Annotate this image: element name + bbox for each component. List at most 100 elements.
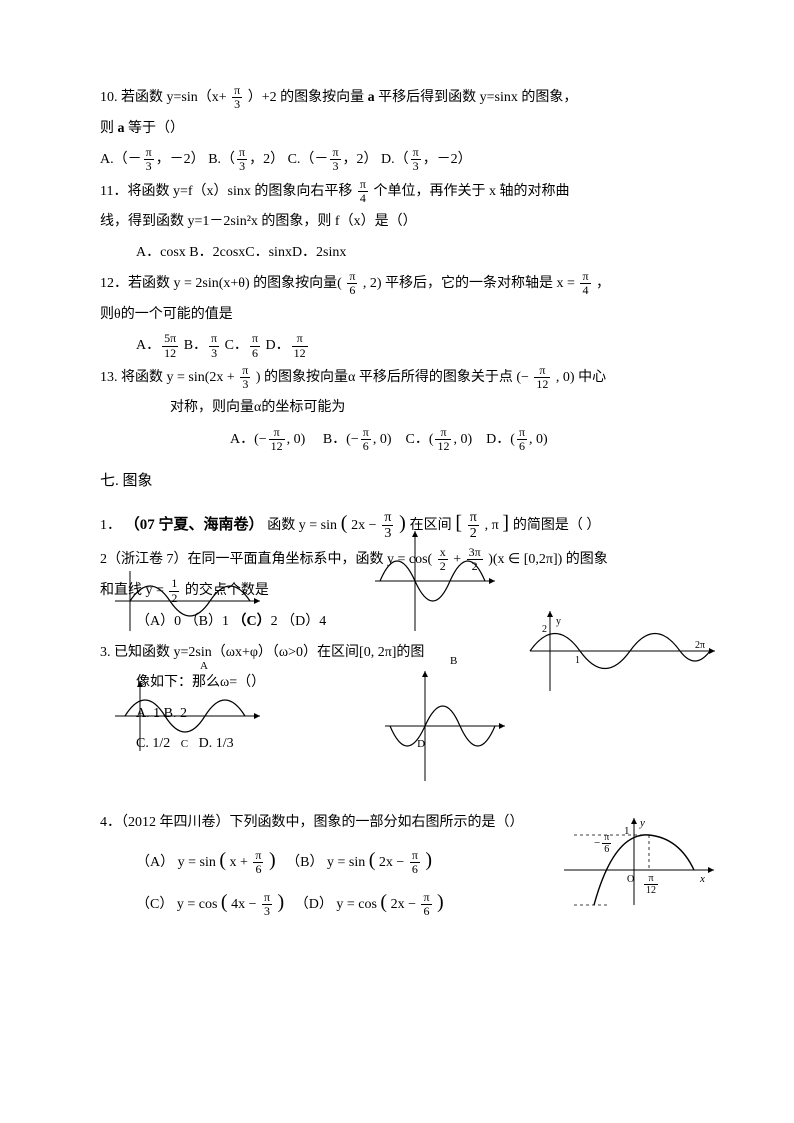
- q11-text-a: 11．将函数 y=f（x）sinx 的图象向右平移: [100, 184, 352, 199]
- frac-pi3: π3: [232, 84, 242, 111]
- q11-frac-pi4: π4: [358, 178, 368, 205]
- q11-line1: 11．将函数 y=f（x）sinx 的图象向右平移 π4 个单位，再作关于 x …: [100, 178, 694, 206]
- q7-4-graph-neg: −: [594, 837, 600, 849]
- q7-4-graph-pi12: π12: [642, 872, 660, 899]
- q7-4-graph-negpi6: −π6: [594, 832, 613, 855]
- q7-2-optB: （B）1: [185, 614, 229, 629]
- q7-4-optD-a: （D） y = cos: [295, 897, 377, 912]
- q10-optA-frac: π3: [144, 146, 154, 173]
- q12-text-b: , 2) 平移后，它的一条对称轴是 x =: [363, 276, 575, 291]
- q7-3-optsCD: C. 1/2 C D. 1/3 D: [100, 731, 694, 758]
- q7-2-optA: （A）0: [136, 614, 181, 629]
- q12-frac-pi4: π4: [580, 270, 590, 297]
- q12-text-c: ，: [596, 276, 610, 291]
- q7-1-mid2: 在区间: [410, 518, 452, 533]
- q7-4-optB-frac: π6: [410, 849, 420, 876]
- q7-2-frac-x2: x2: [438, 546, 448, 573]
- q7-4-optA-a: （A） y = sin: [136, 855, 216, 870]
- q7-4-optC-frac: π3: [262, 891, 272, 918]
- q7-3-line2: 像如下：那么ω=（）: [100, 670, 694, 697]
- q10-optC-a: C.（－: [288, 152, 329, 167]
- graph-region: 2（浙江卷 7）在同一平面直角坐标系中，函数 y = cos( x2 + 3π2…: [100, 546, 694, 806]
- q10-vector-a2: a: [118, 121, 125, 136]
- q7-4-optC-arg: 4x −: [231, 897, 256, 912]
- q7-4-optD-paren2: ): [437, 891, 444, 913]
- q13-fracC: π12: [435, 426, 451, 453]
- q7-4-optD-frac: π6: [421, 891, 431, 918]
- q10-options: A.（－π3，－2） B.（π3，2） C.（－π3，2） D.（π3，－2）: [100, 146, 694, 174]
- q7-4-optB-arg: 2x −: [379, 855, 404, 870]
- q7-4-optA-paren1: (: [219, 849, 226, 871]
- q7-1-arg-a: 2x −: [351, 518, 376, 533]
- q7-4-graph-y: y: [639, 817, 645, 829]
- q12-line2: 则θ的一个可能的值是: [100, 302, 694, 329]
- q12-options: A．5π12 B．π3 C．π6 D．π12: [100, 332, 694, 360]
- q13-fracD: π6: [517, 426, 527, 453]
- q7-4-optA-arg: x +: [230, 855, 248, 870]
- q7-1-paren2: ): [399, 512, 406, 534]
- q12-frac-pi6: π6: [347, 270, 357, 297]
- q10-optB-b: ，2）: [249, 152, 284, 167]
- q12-fracB: π3: [209, 332, 219, 359]
- q10-optD-frac: π3: [411, 146, 421, 173]
- q13-optB-a: B．(−: [323, 432, 359, 447]
- q13-optA-a: A．(−: [230, 432, 267, 447]
- q7-4-optC-a: （C） y = cos: [136, 897, 217, 912]
- q10-vector-a: a: [368, 90, 375, 105]
- q13-optC-b: , 0): [453, 432, 472, 447]
- q13-frac-pi12: π12: [534, 364, 550, 391]
- q10-optB-a: B.（: [208, 152, 235, 167]
- q7-2-optC: （C）: [232, 614, 270, 629]
- q7-1-frac-pi3: π3: [382, 510, 393, 542]
- q7-1-paren: (: [341, 512, 348, 534]
- section-7-title: 七. 图象: [100, 467, 694, 496]
- q12-optA: A．: [136, 338, 160, 353]
- q13-options: A．(−π12, 0) B．(−π6, 0) C．(π12, 0) D．(π6,…: [100, 426, 694, 454]
- q10-optD-b: ，－2）: [423, 152, 472, 167]
- q7-2-line1: 2（浙江卷 7）在同一平面直角坐标系中，函数 y = cos( x2 + 3π2…: [100, 546, 694, 574]
- q7-4-optA-frac: π6: [253, 849, 263, 876]
- q7-2-optC-val: 2: [271, 614, 278, 629]
- q7-1-mid: 函数 y = sin: [267, 518, 337, 533]
- q10-text-c: 平移后得到函数 y=sinx 的图象，: [378, 90, 577, 105]
- q12-optB: B．: [184, 338, 207, 353]
- q7-4-graph-frac-pi12: π12: [644, 873, 658, 896]
- q7-4-optA-paren2: ): [269, 849, 276, 871]
- q10-optC-b: ，2）: [343, 152, 378, 167]
- q13-optD-b: , 0): [529, 432, 548, 447]
- q7-4-optC-paren1: (: [221, 891, 228, 913]
- q12-line1: 12．若函数 y = 2sin(x+θ) 的图象按向量( π6 , 2) 平移后…: [100, 270, 694, 298]
- q7-4-optB-paren1: (: [369, 849, 376, 871]
- q7-2-frac-3pi2: 3π2: [467, 546, 483, 573]
- q7-2-text-b: +: [453, 552, 464, 567]
- q7-1-bracket2: ]: [502, 512, 509, 534]
- q13-optD-a: D．(: [486, 432, 515, 447]
- q10-line2: 则 a 等于（）: [100, 116, 694, 143]
- q13-text-c: , 0) 中心: [556, 370, 606, 385]
- q7-4-graph-x: x: [699, 873, 705, 885]
- q7-1-tail: 的简图是（ ）: [513, 518, 601, 533]
- q7-1-bracket: [: [455, 512, 462, 534]
- q12-text-a: 12．若函数 y = 2sin(x+θ) 的图象按向量(: [100, 276, 342, 291]
- q13-line2: 对称，则向量α的坐标可能为: [100, 395, 694, 422]
- q10-text-d: 则: [100, 121, 118, 136]
- graph-label-D: D: [417, 738, 425, 750]
- q11-options: A．cosx B．2cosxC．sinxD．2sinx: [100, 240, 694, 267]
- q13-fracA: π12: [269, 426, 285, 453]
- q12-optD: D．: [266, 338, 290, 353]
- q7-3-optD: D. 1/3: [199, 736, 234, 751]
- q10-line1: 10. 若函数 y=sin（x+ π3 ）+2 的图象按向量 a 平移后得到函数…: [100, 84, 694, 112]
- graph-label-2pi: 2π: [695, 640, 705, 651]
- q13-text-b: ) 的图象按向量α 平移后所得的图象关于点 (−: [256, 370, 529, 385]
- q7-2-options: （A）0 （B）1 （C）2 （D）4: [100, 609, 694, 636]
- q7-2-text-c: )(x ∈ [0,2π]) 的图象: [488, 552, 608, 567]
- q12-fracC: π6: [250, 332, 260, 359]
- q7-3-optsAB: A. 1 B. 2: [100, 701, 694, 728]
- q10-optD-a: D.（: [381, 152, 409, 167]
- q13-frac-pi3: π3: [240, 364, 250, 391]
- q10-optB-frac: π3: [237, 146, 247, 173]
- q7-4-graph-frac-pi6: π6: [602, 832, 611, 855]
- q7-2-frac-12: 12: [169, 577, 179, 604]
- graph-label-C: C: [181, 738, 188, 750]
- q12-fracD: π12: [292, 332, 308, 359]
